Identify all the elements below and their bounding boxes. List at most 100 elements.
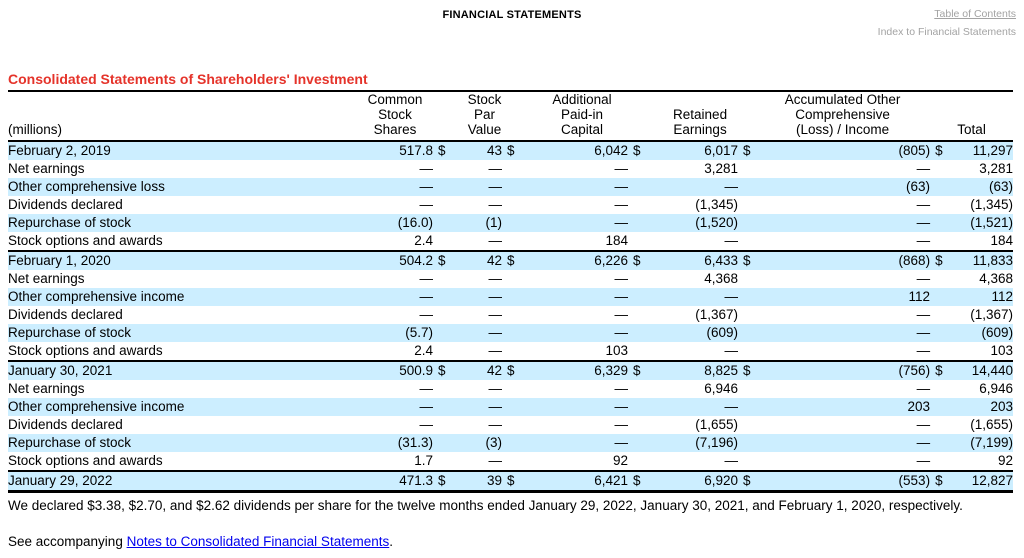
dollar-sign bbox=[433, 434, 450, 452]
cell-value: — bbox=[724, 343, 739, 358]
dollar-sign: $ bbox=[502, 470, 520, 493]
dollar-sign bbox=[433, 306, 450, 324]
cell-value: — bbox=[419, 197, 434, 212]
cell-value: (609) bbox=[981, 325, 1014, 340]
document-section-label: FINANCIAL STATEMENTS bbox=[442, 9, 582, 21]
cell-value: 92 bbox=[613, 453, 629, 468]
table-row: Stock options and awards 1.7 — 92 — — 92 bbox=[8, 452, 1013, 471]
dollar-sign bbox=[930, 270, 948, 288]
dollar-sign: $ bbox=[738, 470, 756, 493]
cell-value: 11,833 bbox=[948, 250, 1014, 270]
cell-value: — bbox=[614, 325, 629, 340]
dollar-sign: $ bbox=[935, 143, 943, 158]
dividends-footnote: We declared $3.38, $2.70, and $2.62 divi… bbox=[8, 498, 963, 513]
table-row: Stock options and awards 2.4 — 184 — — 184 bbox=[8, 232, 1013, 251]
dollar-sign bbox=[628, 434, 645, 452]
dollar-sign bbox=[738, 270, 755, 288]
dollar-sign bbox=[628, 306, 645, 324]
dollar-sign bbox=[628, 288, 645, 306]
dollar-sign bbox=[502, 214, 519, 232]
index-to-financial-statements-link[interactable]: Index to Financial Statements bbox=[877, 26, 1016, 38]
cell-value: — bbox=[488, 197, 503, 212]
table-row: Other comprehensive income — — — — 203 203 bbox=[8, 398, 1014, 416]
cell-value: 500.9 bbox=[340, 360, 433, 380]
cell-value: (1,345) bbox=[695, 197, 739, 212]
dollar-sign: $ bbox=[738, 250, 756, 270]
table-row: January 29, 2022 471.3 $39 $6,421 $6,920 $ (55… bbox=[8, 470, 1014, 493]
dollar-sign: $ bbox=[502, 360, 520, 380]
cell-value: — bbox=[614, 417, 629, 432]
row-label: Net earnings bbox=[8, 381, 85, 396]
cell-value: — bbox=[614, 381, 629, 396]
table-row: Dividends declared — — — (1,367) — (1,367) bbox=[8, 306, 1013, 324]
dollar-sign bbox=[433, 178, 450, 196]
cell-value: (3) bbox=[485, 435, 503, 450]
cell-value: — bbox=[614, 197, 629, 212]
dollar-sign: $ bbox=[743, 143, 751, 158]
cell-value: (1,655) bbox=[970, 417, 1014, 432]
dollar-sign bbox=[433, 416, 450, 434]
cell-value: 6,920 bbox=[645, 470, 739, 493]
cell-value: (868) bbox=[755, 250, 931, 270]
row-label: January 30, 2021 bbox=[8, 360, 340, 380]
dollar-sign bbox=[628, 398, 645, 416]
dollar-sign: $ bbox=[628, 250, 646, 270]
column-header-millions: (millions) bbox=[8, 91, 340, 142]
dollar-sign bbox=[433, 380, 450, 398]
cell-value: (1) bbox=[485, 215, 503, 230]
dollar-sign bbox=[502, 288, 519, 306]
row-label: February 1, 2020 bbox=[8, 250, 340, 270]
cell-value: — bbox=[488, 343, 503, 358]
cell-value: (63) bbox=[906, 179, 931, 194]
cell-value: 3,281 bbox=[979, 161, 1014, 176]
dollar-sign bbox=[502, 398, 519, 416]
cell-value: — bbox=[916, 417, 931, 432]
cell-value: 8,825 bbox=[645, 360, 739, 380]
dollar-sign bbox=[738, 452, 755, 471]
dollar-sign bbox=[738, 398, 755, 416]
cell-value: (756) bbox=[755, 360, 931, 380]
cell-value: — bbox=[916, 453, 931, 468]
table-of-contents-link[interactable]: Table of Contents bbox=[934, 8, 1016, 20]
cell-value: (5.7) bbox=[405, 325, 433, 340]
row-label: Other comprehensive income bbox=[8, 399, 185, 414]
statements-table-body: February 2, 2019 517.8 $43 $6,042 $6,017 $ (80… bbox=[8, 141, 1014, 493]
notes-to-consolidated-financial-statements-link[interactable]: Notes to Consolidated Financial Statemen… bbox=[126, 534, 390, 549]
cell-value: (1,367) bbox=[695, 307, 739, 322]
cell-value: 112 bbox=[908, 289, 931, 304]
dollar-sign bbox=[738, 160, 755, 178]
dollar-sign bbox=[628, 416, 645, 434]
cell-value: — bbox=[419, 307, 434, 322]
column-header-additional-paid-in-capital: Additional Paid-in Capital bbox=[519, 91, 646, 142]
dollar-sign bbox=[930, 196, 948, 214]
cell-value: 39 bbox=[450, 470, 503, 493]
cell-value: — bbox=[614, 179, 629, 194]
cell-value: — bbox=[488, 161, 503, 176]
dollar-sign: $ bbox=[433, 470, 451, 493]
cell-value: (553) bbox=[755, 470, 931, 493]
row-label: Net earnings bbox=[8, 161, 85, 176]
cell-value: — bbox=[419, 161, 434, 176]
dollar-sign bbox=[433, 160, 450, 178]
table-row: Repurchase of stock (5.7) — — (609) — (609) bbox=[8, 324, 1014, 342]
dollar-sign bbox=[502, 416, 519, 434]
dollar-sign bbox=[738, 178, 755, 196]
cell-value: 103 bbox=[990, 343, 1014, 358]
cell-value: 471.3 bbox=[340, 470, 433, 493]
table-row: February 2, 2019 517.8 $43 $6,042 $6,017 $ (80… bbox=[8, 141, 1014, 160]
cell-value: 6,226 bbox=[519, 250, 629, 270]
cell-value: 2.4 bbox=[414, 343, 433, 358]
dollar-sign bbox=[502, 342, 519, 361]
row-label: Dividends declared bbox=[8, 197, 123, 212]
row-label: Stock options and awards bbox=[8, 233, 163, 248]
cell-value: — bbox=[614, 289, 629, 304]
cell-value: — bbox=[419, 399, 434, 414]
cell-value: 42 bbox=[450, 360, 503, 380]
cell-value: 6,042 bbox=[594, 143, 629, 158]
cell-value: 1.7 bbox=[414, 453, 433, 468]
dollar-sign bbox=[628, 324, 645, 342]
cell-value: (63) bbox=[989, 179, 1014, 194]
dollar-sign: $ bbox=[930, 250, 949, 270]
cell-value: — bbox=[419, 179, 434, 194]
